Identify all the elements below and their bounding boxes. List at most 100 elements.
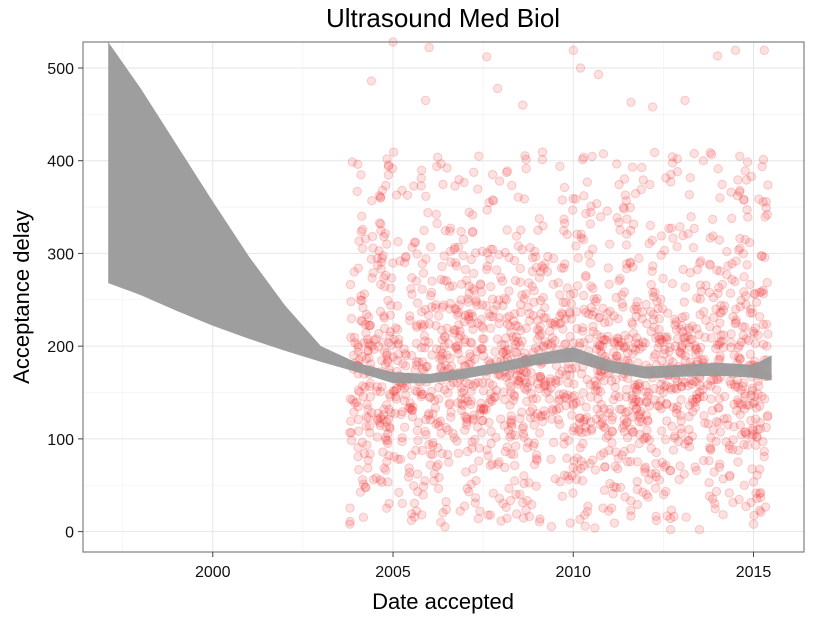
data-point (445, 246, 456, 257)
data-point (735, 151, 745, 162)
data-point (392, 301, 403, 311)
data-point (529, 286, 539, 296)
data-point (471, 295, 481, 305)
data-point (363, 455, 373, 465)
data-point (376, 264, 386, 274)
data-point (372, 382, 382, 392)
data-point (445, 353, 455, 363)
data-point (458, 234, 469, 245)
data-point (599, 485, 610, 495)
data-point (723, 420, 733, 430)
data-point (638, 175, 648, 185)
data-point (463, 309, 473, 319)
data-point (367, 231, 378, 242)
data-point (550, 336, 560, 346)
plot-panel-border (82, 41, 805, 553)
y-tick-label: 400 (47, 154, 74, 171)
data-point (599, 404, 609, 414)
data-point (419, 320, 430, 330)
data-point (460, 411, 470, 421)
data-point (509, 390, 519, 400)
data-point (614, 179, 624, 190)
data-point (474, 151, 484, 161)
data-point (579, 191, 589, 201)
data-point (734, 340, 745, 351)
data-point (611, 482, 621, 493)
data-point (521, 323, 531, 333)
data-point (701, 280, 711, 291)
data-point (462, 483, 472, 494)
data-point (659, 382, 670, 392)
data-point (715, 266, 725, 276)
data-point (546, 341, 557, 351)
data-point (396, 454, 406, 464)
data-point (381, 270, 391, 281)
data-point (425, 392, 435, 403)
data-point (535, 371, 545, 382)
data-point (569, 423, 579, 433)
data-point (423, 208, 433, 218)
data-point (626, 496, 636, 506)
data-point (660, 434, 671, 445)
data-point (551, 378, 561, 388)
data-point (614, 276, 624, 286)
data-point (367, 273, 377, 283)
data-point (635, 409, 645, 419)
data-point (526, 376, 536, 386)
data-point (646, 307, 656, 317)
x-tick-label: 2000 (195, 564, 231, 581)
data-point (459, 501, 470, 511)
data-point (440, 226, 451, 236)
data-point (479, 405, 489, 415)
data-point (479, 403, 489, 413)
data-point (668, 445, 679, 455)
data-point (430, 403, 441, 413)
data-point (474, 456, 484, 466)
data-point (358, 303, 368, 313)
data-point (581, 208, 591, 219)
data-point (433, 417, 443, 428)
data-point (755, 505, 765, 515)
data-point (515, 277, 526, 287)
data-point (421, 430, 431, 440)
data-point (379, 347, 390, 357)
data-point (473, 184, 483, 194)
data-point (377, 477, 387, 487)
data-point (559, 439, 569, 449)
data-point (670, 341, 681, 351)
data-point (620, 407, 631, 418)
data-point (635, 344, 645, 354)
data-point (581, 422, 591, 432)
data-point (670, 320, 680, 330)
data-point (393, 349, 403, 360)
data-point (757, 391, 767, 401)
data-point (762, 341, 772, 351)
data-point (519, 194, 530, 204)
data-point (632, 297, 642, 307)
data-point (589, 294, 599, 304)
data-point (525, 243, 535, 253)
data-point (627, 317, 637, 327)
data-point (716, 336, 727, 346)
data-point (485, 510, 496, 520)
data-point (657, 304, 668, 314)
data-point (486, 282, 496, 292)
data-point (704, 456, 714, 466)
data-point (760, 212, 770, 222)
data-point (443, 388, 453, 398)
data-point (515, 299, 526, 310)
data-point (429, 476, 439, 486)
data-point (595, 419, 606, 430)
data-point (672, 154, 682, 164)
data-point (684, 400, 695, 410)
data-point (613, 454, 624, 464)
data-point (541, 388, 551, 398)
data-point (475, 506, 485, 516)
data-point (565, 290, 575, 300)
data-point (680, 333, 690, 343)
data-point (758, 197, 768, 207)
data-point (631, 404, 642, 414)
data-point (352, 186, 362, 197)
data-point (534, 330, 545, 341)
data-point (513, 241, 523, 251)
